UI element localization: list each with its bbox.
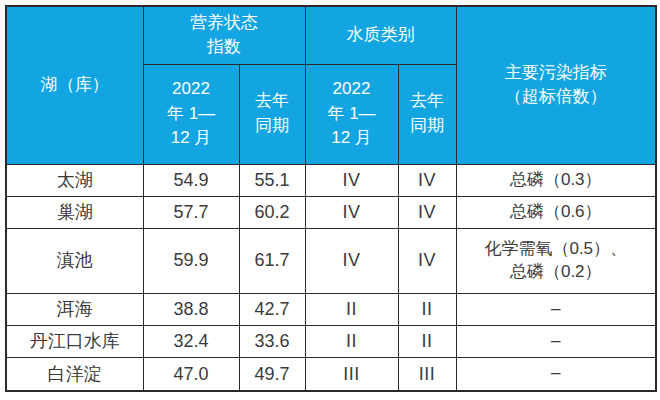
tsi-lastyear: 61.7 [239,228,305,293]
table-row: 巢湖 57.7 60.2 IV IV 总磷（0.6） [6,196,656,228]
water-class-2022: II [305,325,398,357]
header-quality-lastyear: 去年 同期 [398,64,456,164]
water-class-lastyear: IV [398,228,456,293]
lake-name: 太湖 [6,164,143,196]
table-header: 湖（库） 营养状态 指数 水质类别 主要污染指标 （超标倍数） 2022 年 1… [6,6,656,164]
pollutants: – [456,357,656,391]
tsi-lastyear: 60.2 [239,196,305,228]
water-class-2022: IV [305,228,398,293]
header-quality-group: 水质类别 [305,6,456,64]
header-pollutant: 主要污染指标 （超标倍数） [456,6,656,164]
header-nutrition-lastyear: 去年 同期 [239,64,305,164]
table-body: 太湖 54.9 55.1 IV IV 总磷（0.3） 巢湖 57.7 60.2 … [6,164,656,391]
lake-name: 白洋淀 [6,357,143,391]
tsi-lastyear: 42.7 [239,293,305,325]
pollutants: 总磷（0.3） [456,164,656,196]
header-quality-2022: 2022 年 1— 12 月 [305,64,398,164]
water-class-lastyear: II [398,293,456,325]
tsi-lastyear: 33.6 [239,325,305,357]
lake-name: 滇池 [6,228,143,293]
pollutants: 化学需氧（0.5）、 总磷（0.2） [456,228,656,293]
table-row: 洱海 38.8 42.7 II II – [6,293,656,325]
tsi-2022: 57.7 [143,196,239,228]
header-nutrition-group: 营养状态 指数 [143,6,305,64]
pollutants: – [456,325,656,357]
water-class-lastyear: IV [398,196,456,228]
header-nutrition-2022: 2022 年 1— 12 月 [143,64,239,164]
table-row: 滇池 59.9 61.7 IV IV 化学需氧（0.5）、 总磷（0.2） [6,228,656,293]
tsi-lastyear: 49.7 [239,357,305,391]
tsi-2022: 32.4 [143,325,239,357]
water-class-2022: III [305,357,398,391]
water-quality-table: 湖（库） 营养状态 指数 水质类别 主要污染指标 （超标倍数） 2022 年 1… [5,5,657,392]
pollutants: – [456,293,656,325]
lake-name: 巢湖 [6,196,143,228]
tsi-2022: 54.9 [143,164,239,196]
lake-name: 洱海 [6,293,143,325]
water-class-2022: II [305,293,398,325]
table-row: 丹江口水库 32.4 33.6 II II – [6,325,656,357]
tsi-2022: 47.0 [143,357,239,391]
tsi-2022: 59.9 [143,228,239,293]
water-class-lastyear: III [398,357,456,391]
tsi-2022: 38.8 [143,293,239,325]
lake-name: 丹江口水库 [6,325,143,357]
tsi-lastyear: 55.1 [239,164,305,196]
header-group-row: 湖（库） 营养状态 指数 水质类别 主要污染指标 （超标倍数） [6,6,656,64]
water-class-lastyear: II [398,325,456,357]
table-row: 太湖 54.9 55.1 IV IV 总磷（0.3） [6,164,656,196]
water-class-lastyear: IV [398,164,456,196]
table-row: 白洋淀 47.0 49.7 III III – [6,357,656,391]
water-class-2022: IV [305,196,398,228]
water-class-2022: IV [305,164,398,196]
pollutants: 总磷（0.6） [456,196,656,228]
header-lake: 湖（库） [6,6,143,164]
